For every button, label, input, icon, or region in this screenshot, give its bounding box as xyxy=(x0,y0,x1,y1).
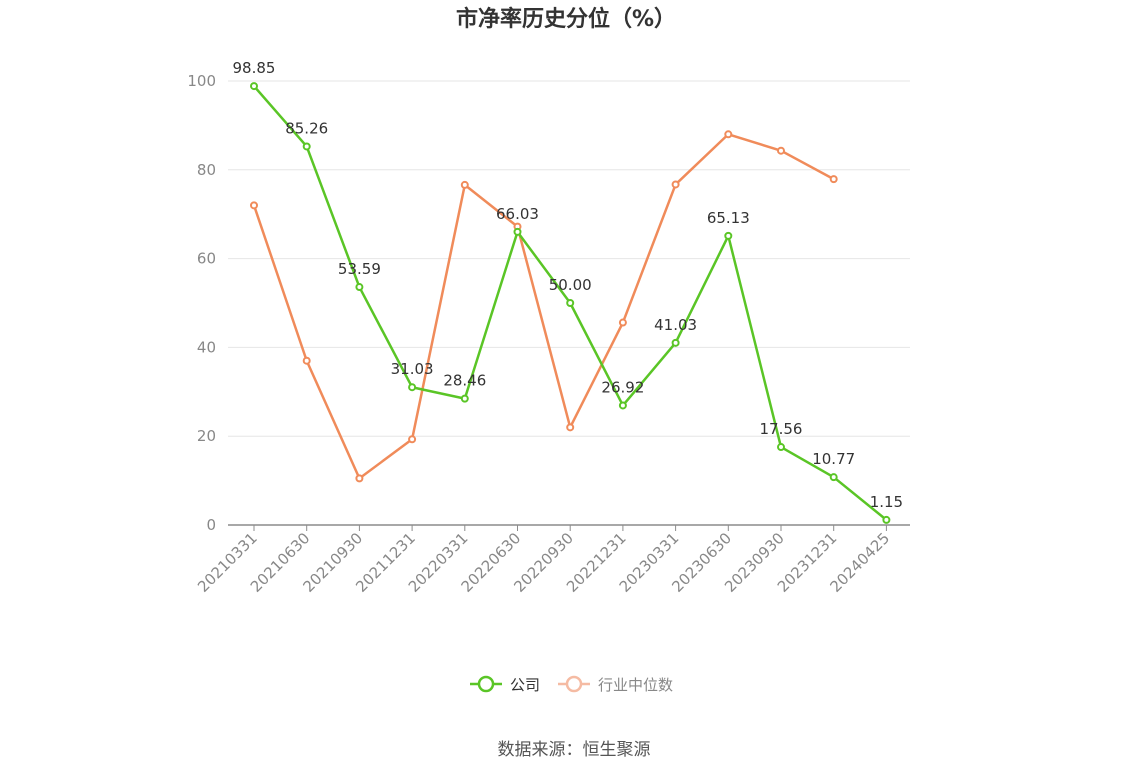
data-labels: 98.85 85.26 53.59 31.03 28.46 66.03 50.00 26.92… xyxy=(233,59,904,511)
data-label: 31.03 xyxy=(391,360,434,378)
data-point[interactable] xyxy=(829,473,838,482)
y-tick-label: 80 xyxy=(197,161,216,179)
data-label: 26.92 xyxy=(601,378,644,396)
data-point[interactable] xyxy=(302,142,311,151)
data-label: 98.85 xyxy=(233,59,276,77)
data-label: 17.56 xyxy=(760,420,803,438)
data-label: 65.13 xyxy=(707,209,750,227)
legend-label: 行业中位数 xyxy=(598,676,673,694)
data-point[interactable] xyxy=(513,227,522,236)
data-point[interactable] xyxy=(882,515,891,524)
data-point[interactable] xyxy=(777,443,785,452)
y-tick-label: 0 xyxy=(206,516,216,534)
data-point[interactable] xyxy=(408,435,417,444)
data-point[interactable] xyxy=(566,299,575,307)
data-label: 1.15 xyxy=(870,493,903,511)
y-tick-label: 40 xyxy=(197,338,216,356)
series-line-1 xyxy=(252,133,835,480)
legend-marker xyxy=(565,675,583,693)
series xyxy=(250,82,891,524)
grid-lines xyxy=(228,80,910,437)
legend-marker xyxy=(477,675,495,693)
y-tick-label: 100 xyxy=(187,72,216,90)
data-point[interactable] xyxy=(355,474,364,483)
data-point[interactable] xyxy=(408,383,417,392)
data-point[interactable] xyxy=(355,283,364,292)
data-label: 50.00 xyxy=(549,276,592,294)
data-point[interactable] xyxy=(829,175,838,184)
data-label: 53.59 xyxy=(338,260,381,278)
source-note: 数据来源：恒生聚源 xyxy=(498,740,651,760)
data-point[interactable] xyxy=(618,318,627,327)
data-point[interactable] xyxy=(250,82,258,91)
data-point[interactable] xyxy=(460,180,469,189)
data-point[interactable] xyxy=(671,338,680,347)
data-point[interactable] xyxy=(724,130,733,139)
data-point[interactable] xyxy=(566,423,575,432)
data-point[interactable] xyxy=(460,394,469,403)
data-point[interactable] xyxy=(671,180,680,189)
legend-item-1[interactable]: 行业中位数 xyxy=(558,675,673,694)
data-point[interactable] xyxy=(618,401,627,410)
data-point[interactable] xyxy=(250,201,258,210)
data-point[interactable] xyxy=(777,146,785,155)
data-label: 66.03 xyxy=(496,205,539,223)
legend-label: 公司 xyxy=(510,676,540,694)
y-tick-label: 20 xyxy=(197,427,216,445)
y-tick-label: 60 xyxy=(197,250,216,268)
axes: 0204060801002021033120210630202109302021… xyxy=(187,72,910,596)
data-point[interactable] xyxy=(302,356,311,365)
data-label: 41.03 xyxy=(654,316,697,334)
chart-title: 市净率历史分位（%） xyxy=(456,6,676,32)
data-label: 10.77 xyxy=(812,450,855,468)
legend-item-0[interactable]: 公司 xyxy=(470,675,540,694)
data-label: 28.46 xyxy=(443,372,486,390)
data-label: 85.26 xyxy=(285,119,328,137)
legend[interactable]: 公司 行业中位数 xyxy=(470,675,673,694)
data-point[interactable] xyxy=(724,231,733,240)
